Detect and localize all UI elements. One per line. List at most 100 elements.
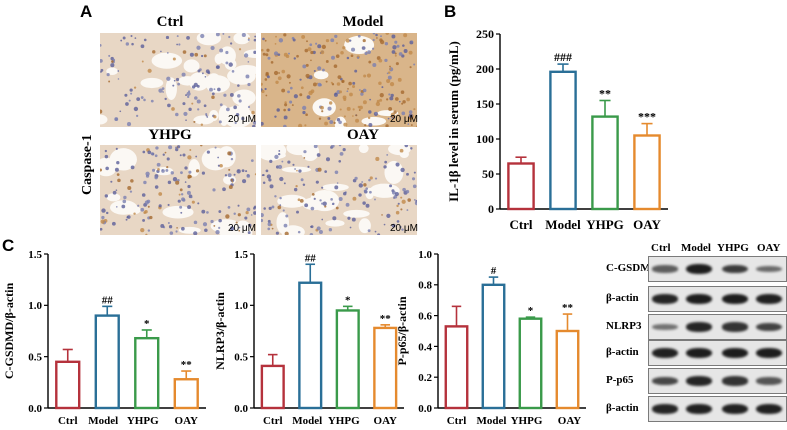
cell-nucleus [309,232,314,235]
significance-label: ### [554,50,572,64]
cell-nucleus [196,84,200,88]
cell-nucleus [253,211,256,215]
cell-nucleus [231,180,234,183]
cell-nucleus [178,193,181,196]
cell-nucleus [187,155,192,160]
cell-nucleus [252,120,256,125]
cell-nucleus [143,180,147,185]
cell-nucleus [285,214,289,218]
bar-ctrl [507,162,535,211]
ihc-title-model: Model [342,14,384,30]
cell-nucleus [115,147,118,150]
cell-nucleus [374,177,378,180]
cell-nucleus [304,203,309,208]
cell-nucleus [238,48,242,51]
cell-nucleus [364,124,367,127]
cell-nucleus [331,55,335,60]
cell-nucleus [345,202,350,207]
ihc-title-ctrl: Ctrl [156,14,184,30]
significance-label: * [144,318,150,330]
cell-nucleus [289,100,293,104]
cell-nucleus [154,175,158,180]
cell-nucleus [313,197,316,200]
cell-nucleus [165,35,170,40]
cell-nucleus [336,182,339,184]
cell-nucleus [322,68,325,72]
cell-nucleus [187,95,190,99]
cell-nucleus [352,115,354,117]
cell-nucleus [292,163,295,166]
cell-nucleus [250,159,254,162]
cell-nucleus [336,82,341,86]
cell-nucleus [352,196,357,201]
cell-nucleus [393,110,397,114]
significance-label: ## [102,294,114,306]
cell-nucleus [362,38,366,43]
cell-nucleus [100,109,103,114]
cell-nucleus [364,51,368,55]
cell-nucleus [254,173,256,176]
cell-nucleus [187,176,190,179]
cell-nucleus [147,229,151,232]
cell-nucleus [206,211,209,214]
cell-nucleus [319,83,322,87]
bar-yhpg [335,309,360,410]
cell-nucleus [197,202,200,205]
wb-band [722,322,748,332]
alveolar-space [214,53,223,65]
cell-nucleus [262,174,265,177]
cell-nucleus [401,228,404,231]
y-tick-label: 0.0 [234,403,248,415]
cell-nucleus [411,177,416,181]
x-tick-label: OAY [633,217,661,232]
cell-nucleus [248,37,250,40]
cell-nucleus [201,171,206,175]
cell-nucleus [200,145,203,147]
bar-model [298,281,323,410]
cell-nucleus [161,169,165,173]
cell-nucleus [386,213,391,218]
cell-nucleus [180,211,183,214]
alveolar-space [100,114,108,125]
cell-nucleus [111,60,114,63]
cell-nucleus [303,150,307,154]
cell-nucleus [252,124,256,127]
cell-nucleus [351,47,356,52]
cell-nucleus [162,153,165,156]
bar-oay [173,378,199,410]
cell-nucleus [204,228,208,233]
cell-nucleus [385,124,389,127]
cell-nucleus [278,72,280,74]
cell-nucleus [338,145,342,147]
cell-nucleus [381,86,384,89]
y-tick-label: 0 [488,202,494,216]
cell-nucleus [145,233,148,235]
cell-nucleus [247,60,250,63]
cell-nucleus [173,79,176,82]
cell-nucleus [177,199,181,203]
cell-nucleus [284,101,287,104]
cell-nucleus [279,196,282,200]
cell-nucleus [273,51,279,56]
cell-nucleus [156,162,161,167]
cell-nucleus [261,48,264,52]
cell-nucleus [189,52,194,57]
cell-nucleus [136,97,141,101]
cell-nucleus [415,125,417,127]
cell-nucleus [294,168,297,170]
bar-oay [373,326,398,410]
cell-nucleus [298,123,303,127]
cell-nucleus [229,92,234,97]
cell-nucleus [245,74,250,79]
cell-nucleus [154,154,158,158]
cell-nucleus [101,215,105,220]
alveolar-space [358,145,369,154]
cell-nucleus [325,80,328,83]
cell-nucleus [411,40,414,43]
cell-nucleus [273,70,279,76]
cell-nucleus [380,39,385,45]
cell-nucleus [100,219,105,224]
cell-nucleus [402,187,406,192]
x-tick-label: Model [88,415,118,427]
cell-nucleus [181,72,186,77]
